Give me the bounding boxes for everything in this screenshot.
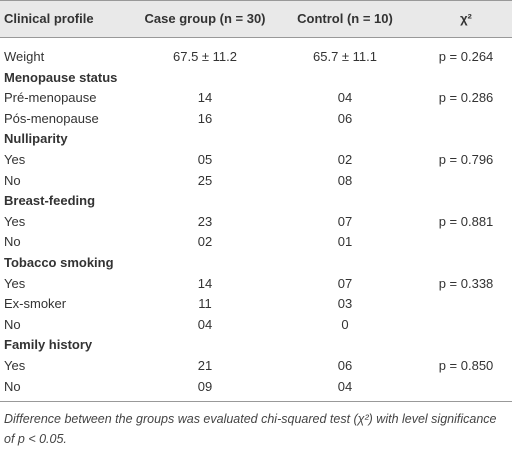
body-cell: 04 bbox=[337, 90, 353, 106]
body-cell: Yes bbox=[4, 358, 26, 373]
body-cell: 09 bbox=[197, 378, 213, 394]
body-cell: 16 bbox=[197, 110, 213, 126]
body-cell: Ex-smoker bbox=[4, 296, 67, 312]
body-cell: p = 0.796 bbox=[438, 152, 494, 167]
body-cell: 11 bbox=[198, 296, 212, 312]
body-cell: Yes bbox=[4, 275, 26, 291]
section-title: Tobacco smoking bbox=[4, 255, 114, 270]
body-cell: No bbox=[4, 316, 21, 332]
body-cell: No bbox=[4, 378, 21, 394]
body-cell: Pré-menopause bbox=[4, 90, 97, 106]
body-cell: p = 0.850 bbox=[438, 358, 494, 373]
header-cell: Clinical profile bbox=[4, 11, 94, 26]
body-cell: 23 bbox=[197, 213, 213, 229]
body-cell: 05 bbox=[197, 152, 213, 167]
body-cell: 04 bbox=[197, 316, 213, 332]
body-cell: 06 bbox=[337, 110, 353, 126]
body-cell: 07 bbox=[337, 275, 353, 291]
header-row bbox=[0, 0, 512, 38]
body-cell: Pós-menopause bbox=[4, 110, 99, 126]
body-cell: 04 bbox=[337, 378, 353, 394]
section-title: Menopause status bbox=[4, 69, 118, 85]
section-title: Nulliparity bbox=[4, 131, 68, 147]
body-cell: 01 bbox=[337, 234, 353, 250]
footnote: Difference between the groups was evalua… bbox=[4, 412, 497, 446]
body-cell: 07 bbox=[337, 213, 353, 229]
header-cell: χ² bbox=[460, 11, 472, 26]
body-cell: 67.5 ± 11.2 bbox=[173, 49, 237, 64]
body-cell: Yes bbox=[4, 213, 26, 229]
body-cell: 21 bbox=[197, 358, 213, 373]
body-cell: p = 0.338 bbox=[438, 275, 494, 291]
header-cell: Control (n = 10) bbox=[297, 11, 393, 26]
body-cell: No bbox=[4, 172, 21, 188]
header-cell: Case group (n = 30) bbox=[144, 11, 266, 26]
body-cell: 25 bbox=[197, 172, 213, 188]
body-cell: 0 bbox=[341, 316, 349, 332]
section-title: Breast-feeding bbox=[4, 193, 96, 209]
body-cell: No bbox=[4, 234, 21, 250]
body-cell: Yes bbox=[4, 152, 26, 167]
section-title: Family history bbox=[4, 337, 93, 353]
body-cell: p = 0.286 bbox=[438, 90, 494, 106]
body-cell: 14 bbox=[197, 275, 213, 291]
body-cell: p = 0.264 bbox=[438, 49, 494, 64]
body-cell: 03 bbox=[337, 296, 353, 312]
body-cell: 02 bbox=[337, 152, 353, 167]
body-cell: p = 0.881 bbox=[438, 213, 494, 229]
body-cell: 65.7 ± 11.1 bbox=[313, 49, 377, 64]
body-cell: 08 bbox=[337, 172, 353, 188]
body-cell: Weight bbox=[4, 49, 45, 64]
body-cell: 06 bbox=[337, 358, 353, 373]
body-cell: 14 bbox=[197, 90, 213, 106]
body-cell: 02 bbox=[197, 234, 213, 250]
table-bottom-rule bbox=[0, 401, 512, 402]
